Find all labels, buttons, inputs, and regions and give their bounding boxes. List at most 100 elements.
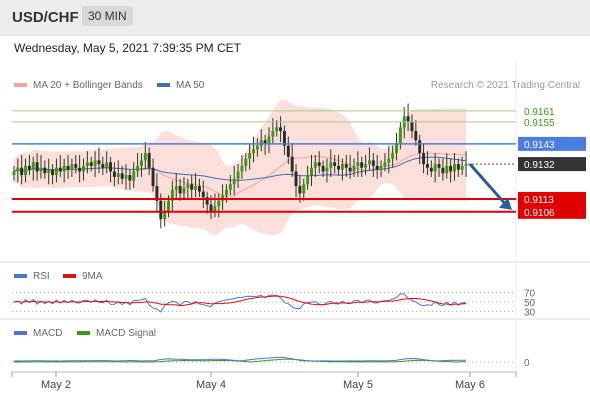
level-label-last-price: 0.9132 xyxy=(524,160,555,171)
candle xyxy=(337,154,341,176)
candle xyxy=(201,180,205,209)
candle xyxy=(197,178,201,198)
rsi-line xyxy=(13,293,467,313)
candle-body xyxy=(371,160,375,166)
level-label-resistance: 0.9143 xyxy=(524,140,555,151)
candle xyxy=(16,158,20,183)
macd-line xyxy=(13,356,467,362)
candle-body xyxy=(178,186,182,194)
candle xyxy=(410,114,414,139)
candle xyxy=(340,158,344,181)
candle xyxy=(387,145,391,174)
legend-rsi-ma-label: 9MA xyxy=(82,271,103,282)
candle-body xyxy=(194,186,198,190)
candle-body xyxy=(337,165,341,170)
candle xyxy=(395,132,398,161)
candle-body xyxy=(147,153,151,168)
candle xyxy=(82,158,85,181)
candle xyxy=(12,165,16,181)
candle xyxy=(310,154,313,187)
candle-body xyxy=(197,186,201,192)
candle-body xyxy=(306,175,310,185)
candle xyxy=(255,138,259,157)
candle-body xyxy=(93,160,97,166)
level-badge-resistance xyxy=(518,136,586,151)
candle-body xyxy=(78,167,82,172)
timeframe-button[interactable]: 30 MIN xyxy=(82,6,133,26)
legend-swatch-ma50 xyxy=(157,83,170,88)
candle-body xyxy=(228,184,232,190)
legend-ma50-label: MA 50 xyxy=(176,80,205,91)
legend-swatch-macd-signal xyxy=(77,331,90,336)
candle-body xyxy=(379,165,383,170)
candle-body xyxy=(410,121,414,132)
candle-body xyxy=(460,165,464,170)
candle-body xyxy=(54,167,58,176)
candle-body xyxy=(155,186,159,201)
candle xyxy=(418,134,422,165)
candle xyxy=(364,154,368,176)
candle xyxy=(325,158,329,183)
candle-body xyxy=(244,158,248,166)
candle-body xyxy=(89,162,93,166)
candle xyxy=(422,143,426,174)
candle xyxy=(178,178,182,201)
rsi-tick-label: 70 xyxy=(524,289,536,300)
candle xyxy=(217,193,221,218)
candle xyxy=(58,154,62,177)
candle-body xyxy=(167,200,170,212)
candle xyxy=(128,169,132,190)
candle xyxy=(329,149,333,177)
candle-body xyxy=(205,197,209,205)
candle-body xyxy=(398,127,402,144)
level-label-support: 0.9113 xyxy=(524,195,554,206)
candle-body xyxy=(163,211,167,220)
candle-body xyxy=(422,153,426,165)
rsi-tick-label: 50 xyxy=(524,298,536,309)
candle-body xyxy=(186,184,190,188)
candle-body xyxy=(16,167,20,172)
candle xyxy=(333,154,337,174)
candle xyxy=(74,154,78,174)
candle xyxy=(240,154,244,179)
candle xyxy=(182,176,186,199)
candle xyxy=(47,158,51,185)
candle-body xyxy=(456,164,460,170)
candle-body xyxy=(248,153,252,159)
forecast-arrow-shaft xyxy=(468,163,508,206)
rsi-ma-line xyxy=(13,295,467,307)
legend-swatch-bb xyxy=(14,83,27,88)
candle xyxy=(464,151,468,177)
candle-body xyxy=(170,189,174,201)
candle xyxy=(244,153,248,172)
candle-body xyxy=(74,164,78,168)
candle-body xyxy=(252,149,255,154)
candle-body xyxy=(395,143,398,154)
candle-body xyxy=(236,171,240,179)
legend-bollinger: MA 20 + Bollinger Bands xyxy=(14,80,143,91)
candle-body xyxy=(159,200,163,220)
candle xyxy=(228,175,232,196)
candle xyxy=(429,160,433,177)
candle xyxy=(85,151,89,174)
x-tick-label: May 2 xyxy=(41,379,71,391)
candle xyxy=(248,143,252,170)
candle-body xyxy=(255,145,259,150)
candle xyxy=(306,165,310,190)
candle-body xyxy=(101,164,105,168)
legend-macd-signal: MACD Signal xyxy=(77,328,156,339)
candle xyxy=(437,158,441,177)
candle xyxy=(433,153,437,183)
candle-body xyxy=(414,131,418,141)
legend-macd: MACD xyxy=(14,328,62,339)
candle-body xyxy=(109,162,113,172)
legend-rsi: RSI xyxy=(14,271,50,282)
candle xyxy=(147,147,151,176)
level-label-target: 0.9155 xyxy=(524,118,555,129)
candle-body xyxy=(425,164,429,168)
candle-body xyxy=(182,187,186,194)
candle xyxy=(263,134,267,155)
candle-body xyxy=(112,171,116,177)
candle-body xyxy=(441,167,445,174)
